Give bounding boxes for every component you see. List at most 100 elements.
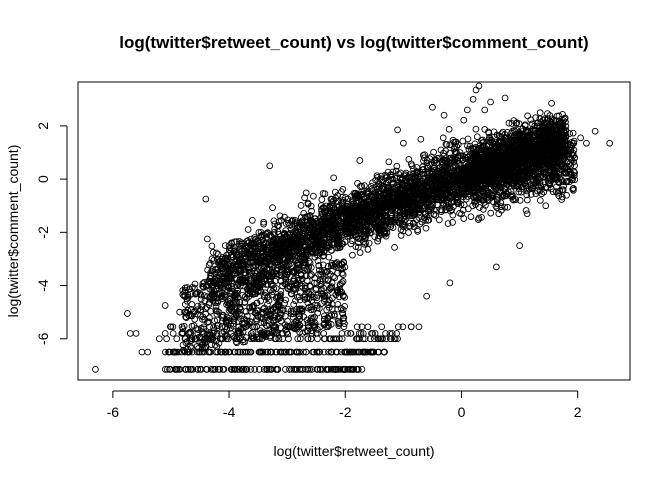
data-point <box>260 366 268 373</box>
data-point <box>373 194 380 202</box>
data-point <box>192 290 199 298</box>
data-point <box>224 271 232 279</box>
data-point <box>342 230 350 238</box>
data-point <box>318 196 326 203</box>
data-point <box>274 222 281 229</box>
data-point <box>228 307 235 315</box>
data-point <box>292 317 300 325</box>
data-point <box>257 348 265 356</box>
data-point <box>219 261 227 269</box>
data-point <box>327 366 335 373</box>
data-point <box>257 297 265 305</box>
data-point <box>329 211 337 219</box>
data-point <box>275 313 283 321</box>
data-point <box>285 335 292 343</box>
data-point <box>440 149 447 157</box>
data-point <box>276 256 283 264</box>
data-point <box>354 348 361 356</box>
data-point <box>238 366 246 373</box>
data-point <box>314 257 322 265</box>
data-point <box>263 366 271 373</box>
data-point <box>303 316 311 324</box>
data-point <box>320 330 328 337</box>
data-point <box>213 330 221 337</box>
data-point <box>294 348 301 356</box>
data-point <box>200 323 208 331</box>
data-point <box>235 323 243 331</box>
data-point <box>210 294 217 302</box>
data-point <box>442 147 449 155</box>
data-point <box>233 330 241 337</box>
data-point <box>333 287 341 295</box>
data-point <box>222 291 230 299</box>
data-point <box>338 330 346 337</box>
data-point <box>459 193 467 201</box>
data-point <box>437 181 445 189</box>
data-point <box>316 305 323 312</box>
plot-frame <box>77 81 631 381</box>
data-point <box>420 170 427 178</box>
data-point <box>303 237 311 244</box>
data-point <box>224 264 231 272</box>
data-point <box>209 366 217 373</box>
data-point <box>200 348 208 356</box>
chart-title: log(twitter$retweet_count) vs log(twitte… <box>119 33 588 52</box>
data-point <box>288 366 296 373</box>
data-point <box>353 323 361 331</box>
data-point <box>299 366 306 373</box>
data-point <box>287 323 295 331</box>
data-point <box>314 366 322 373</box>
data-point <box>232 290 240 298</box>
data-point <box>370 218 377 226</box>
data-point <box>207 272 214 279</box>
data-point <box>308 207 315 215</box>
data-point <box>364 246 372 253</box>
data-point <box>187 306 195 313</box>
data-point <box>282 312 289 320</box>
data-point <box>200 279 208 286</box>
data-point <box>247 318 255 326</box>
data-point <box>242 323 250 331</box>
data-point <box>505 119 513 127</box>
data-point <box>256 257 264 265</box>
data-point <box>337 226 345 234</box>
data-point <box>200 325 207 333</box>
data-point <box>479 206 487 213</box>
data-point <box>250 279 258 287</box>
data-point <box>301 284 309 292</box>
data-point <box>282 366 289 373</box>
data-point <box>270 217 278 225</box>
data-point <box>341 302 348 310</box>
data-point <box>437 177 445 185</box>
data-point <box>378 185 385 192</box>
data-point <box>201 297 209 304</box>
data-point <box>411 174 419 181</box>
data-point <box>473 133 481 141</box>
data-point <box>544 110 551 117</box>
data-point <box>214 348 221 356</box>
data-point <box>242 274 250 282</box>
data-point <box>270 285 278 292</box>
data-point <box>264 249 271 256</box>
data-point <box>309 348 317 356</box>
data-point <box>270 323 278 331</box>
data-point <box>388 330 396 337</box>
data-point <box>276 247 283 255</box>
data-point <box>287 236 295 244</box>
data-point <box>397 169 404 177</box>
data-point <box>306 272 314 280</box>
data-point <box>340 314 348 322</box>
data-point <box>264 348 272 356</box>
data-point <box>315 262 323 270</box>
data-point <box>534 119 542 127</box>
data-point <box>362 348 370 356</box>
data-point <box>444 220 452 227</box>
data-point <box>341 366 349 373</box>
data-point <box>277 245 285 253</box>
data-point <box>234 348 242 356</box>
data-point <box>444 164 452 172</box>
data-point <box>204 335 212 343</box>
data-point <box>408 162 416 170</box>
data-point <box>296 280 304 287</box>
